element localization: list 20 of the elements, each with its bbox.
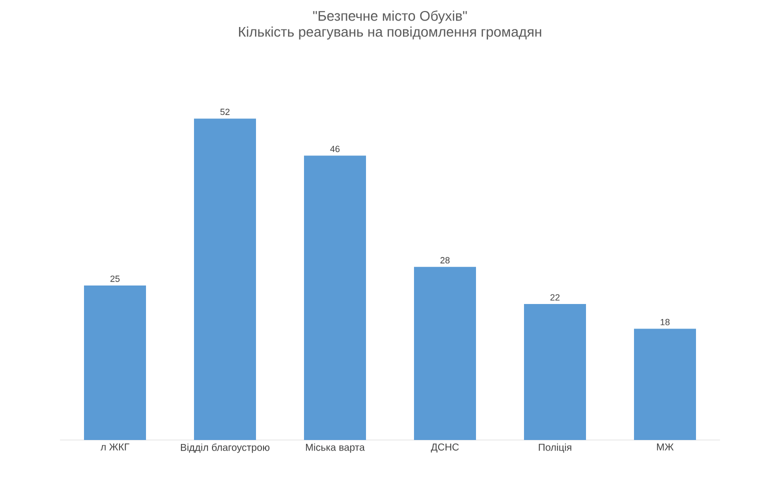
- bar: [414, 266, 476, 440]
- data-label: 28: [440, 257, 450, 264]
- bar: [84, 285, 146, 440]
- bar: [634, 328, 696, 440]
- data-label: 46: [330, 146, 340, 152]
- chart-subtitle: Кількість реагувань на повідомлення громадян: [239, 26, 542, 40]
- x-tick-label: Поліція: [538, 444, 572, 453]
- x-tick-label: Відділ благоустрою: [180, 444, 270, 453]
- data-label: 25: [110, 276, 120, 282]
- x-tick-label: МЖ: [657, 444, 674, 450]
- data-label: 52: [220, 108, 230, 116]
- bar: [304, 156, 366, 440]
- chart-title: "Безпечне місто Обухів": [313, 10, 467, 24]
- data-label: 22: [550, 294, 560, 300]
- x-tick-label: Міська варта: [306, 444, 365, 453]
- bar: [194, 118, 256, 440]
- bar: [524, 304, 586, 440]
- data-label: 18: [660, 318, 670, 326]
- x-tick-label: л ЖКГ: [100, 444, 130, 450]
- x-tick-label: ДСНС: [430, 444, 459, 452]
